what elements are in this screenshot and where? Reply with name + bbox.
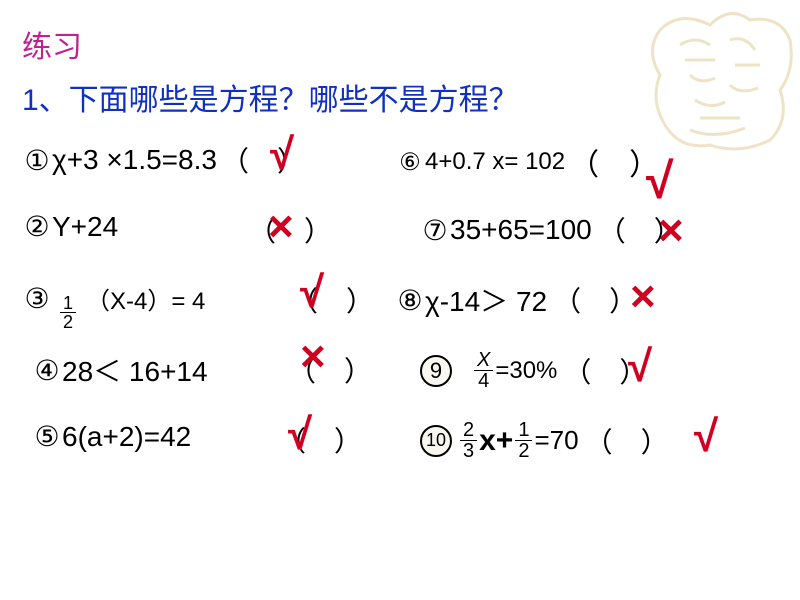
item-9-frac: X 4 — [474, 350, 493, 391]
item-5-expr: 6(a+2)=42 — [62, 421, 191, 453]
item-2: ② Y+24 — [22, 210, 118, 243]
item-1-num: ① — [22, 144, 52, 177]
item-3-mark: √ — [300, 268, 324, 318]
item-10: 10 2 3 x+ 1 2 =70 （ ） — [420, 420, 669, 461]
item-10-paren: （ ） — [585, 421, 669, 461]
item-5-num: ⑤ — [32, 420, 62, 453]
item-3: ③ 1 2 （X-4）= 4 — [22, 280, 205, 317]
item-9: 9 X 4 =30% （ ） — [420, 350, 647, 391]
item-1: ① χ+3 ×1.5=8.3 （ ） — [22, 140, 305, 180]
item-8-num: ⑧ — [395, 284, 425, 317]
item-3-expr: （X-4）= 4 — [86, 281, 205, 316]
item-1-expr: χ+3 ×1.5=8.3 — [52, 144, 217, 176]
item-1-mark: √ — [270, 130, 294, 180]
item-2-mark: × — [268, 202, 294, 252]
item-6-expr: 4+0.7 x= 102 — [425, 148, 565, 176]
item-10-mark: √ — [694, 412, 718, 462]
item-9-num: 9 — [420, 355, 452, 387]
item-8-paren: （ ） — [553, 280, 637, 320]
item-10-frac1: 2 3 — [460, 420, 477, 461]
item-10-num: 10 — [420, 425, 452, 457]
question: 1、下面哪些是方程？哪些不是方程？ — [22, 75, 519, 119]
item-10-mid: x+ — [479, 424, 513, 458]
item-5-mark: √ — [288, 410, 312, 460]
item-6-num: ⑥ — [395, 148, 425, 177]
item-6-mark: √ — [646, 152, 673, 210]
item-7-num: ⑦ — [420, 214, 450, 247]
item-8: ⑧ χ-14＞ 72 （ ） — [395, 280, 637, 320]
item-7-mark: × — [658, 206, 684, 256]
item-2-num: ② — [22, 210, 52, 243]
item-4-num: ④ — [32, 354, 62, 387]
watermark-seal — [640, 0, 800, 160]
item-8-expr: χ-14＞ 72 — [425, 280, 547, 320]
item-7: ⑦ 35+65=100 （ ） — [420, 210, 682, 250]
item-4-expr: 28＜ 16+14 — [62, 350, 208, 390]
item-7-expr: 35+65=100 — [450, 214, 592, 246]
item-10-strike — [561, 428, 583, 430]
item-9-mark: √ — [628, 342, 652, 392]
item-6: ⑥ 4+0.7 x= 102 （ ） — [395, 140, 659, 184]
item-5: ⑤ 6(a+2)=42 — [32, 420, 191, 453]
item-4-mark: × — [300, 332, 326, 382]
item-2-expr: Y+24 — [52, 211, 118, 243]
item-9-expr: =30% — [495, 357, 557, 385]
item-3-frac: 1 2 — [60, 294, 76, 331]
title: 练习 — [22, 22, 82, 66]
item-8-mark: × — [630, 272, 656, 322]
item-10-frac2: 1 2 — [515, 420, 532, 461]
item-3-num: ③ — [22, 282, 52, 315]
item-4: ④ 28＜ 16+14 — [32, 350, 208, 390]
